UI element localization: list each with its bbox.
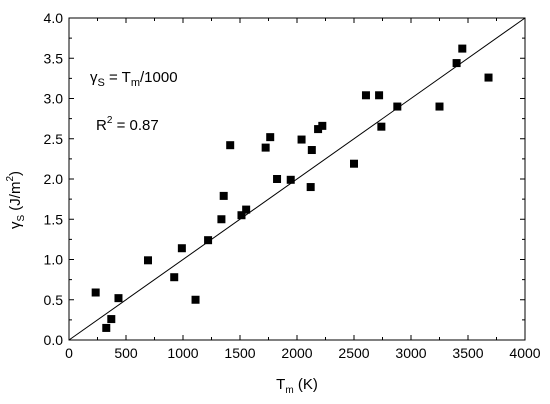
y-tick-label: 4.0 (44, 10, 64, 26)
data-point (297, 135, 306, 144)
x-tick-label: 500 (114, 345, 138, 361)
data-point (219, 191, 228, 200)
x-tick-labels: 0 500 1000 1500 2000 2500 3000 3500 4000 (65, 345, 541, 361)
data-point (102, 323, 111, 332)
axes (68, 17, 526, 341)
x-tick-label: 2500 (338, 345, 369, 361)
data-point (261, 143, 270, 152)
equation-tm-sub: m (131, 77, 140, 89)
x-tick-label: 1000 (167, 345, 198, 361)
x-axis-title: Tm (K) (276, 376, 318, 396)
data-point (452, 59, 461, 68)
x-tick-label: 1500 (224, 345, 255, 361)
data-point (242, 205, 251, 214)
x-tick-label: 3000 (395, 345, 426, 361)
data-point (91, 288, 100, 297)
data-point (114, 294, 123, 303)
data-point (350, 159, 358, 168)
data-point (318, 121, 327, 130)
r-squared-sup: 2 (107, 115, 113, 126)
y-axis-title-sub: S (16, 215, 27, 222)
y-tick-label: 0.0 (44, 332, 64, 348)
fit-line (68, 17, 526, 341)
data-point (458, 44, 467, 53)
x-tick-label: 0 (65, 345, 73, 361)
data-point (286, 175, 295, 184)
y-axis-title-close: ) (7, 171, 24, 176)
equation-annotation: γS = Tm/1000 (90, 69, 178, 89)
data-point (144, 256, 153, 265)
x-tick-label: 2000 (281, 345, 312, 361)
r-squared-r: R (96, 117, 107, 134)
data-point (217, 215, 226, 224)
x-axis-title-sub: m (285, 385, 293, 396)
y-tick-label: 2.5 (44, 131, 64, 147)
y-tick-label: 2.0 (44, 171, 64, 187)
x-axis-title-rest: (K) (294, 376, 318, 393)
data-point (375, 91, 384, 100)
x-tick-label: 3500 (452, 345, 483, 361)
y-axis-title-sup: 2 (5, 176, 16, 182)
x-axis-title-main: T (276, 376, 285, 393)
x-tick-label: 4000 (509, 345, 540, 361)
data-point (314, 125, 323, 134)
data-point (266, 133, 275, 142)
y-tick-label: 3.5 (44, 50, 64, 66)
y-axis-title-main: γ (7, 221, 24, 229)
data-point (307, 146, 316, 155)
data-point (237, 211, 246, 220)
equation-gamma-sub: S (98, 77, 105, 89)
data-point (170, 273, 179, 282)
data-point (226, 141, 235, 150)
y-tick-labels: 0.0 0.5 1.0 1.5 2.0 2.5 3.0 3.5 4.0 (44, 10, 64, 348)
data-point (306, 183, 315, 192)
r-squared-value: = 0.87 (112, 117, 158, 134)
r-squared-annotation: R2 = 0.87 (96, 115, 159, 134)
equation-rest: /1000 (140, 69, 178, 86)
data-point (393, 102, 402, 111)
data-points (91, 44, 493, 332)
equation-eq: = T (105, 69, 131, 86)
data-point (484, 73, 493, 82)
fit-line-group (68, 17, 526, 341)
data-point (273, 175, 282, 183)
y-tick-label: 3.0 (44, 91, 64, 107)
equation-gamma: γ (90, 69, 98, 86)
data-point (377, 122, 386, 131)
y-tick-label: 0.5 (44, 292, 64, 308)
y-tick-label: 1.0 (44, 252, 64, 268)
y-tick-label: 1.5 (44, 211, 64, 227)
data-point (177, 244, 186, 253)
data-point (191, 295, 200, 304)
data-point (361, 91, 370, 100)
data-point (204, 236, 213, 245)
y-axis-title-rest: (J/m (7, 182, 24, 215)
data-point (107, 315, 116, 324)
y-axis-title: γS (J/m2) (5, 171, 27, 229)
data-point (435, 102, 444, 111)
